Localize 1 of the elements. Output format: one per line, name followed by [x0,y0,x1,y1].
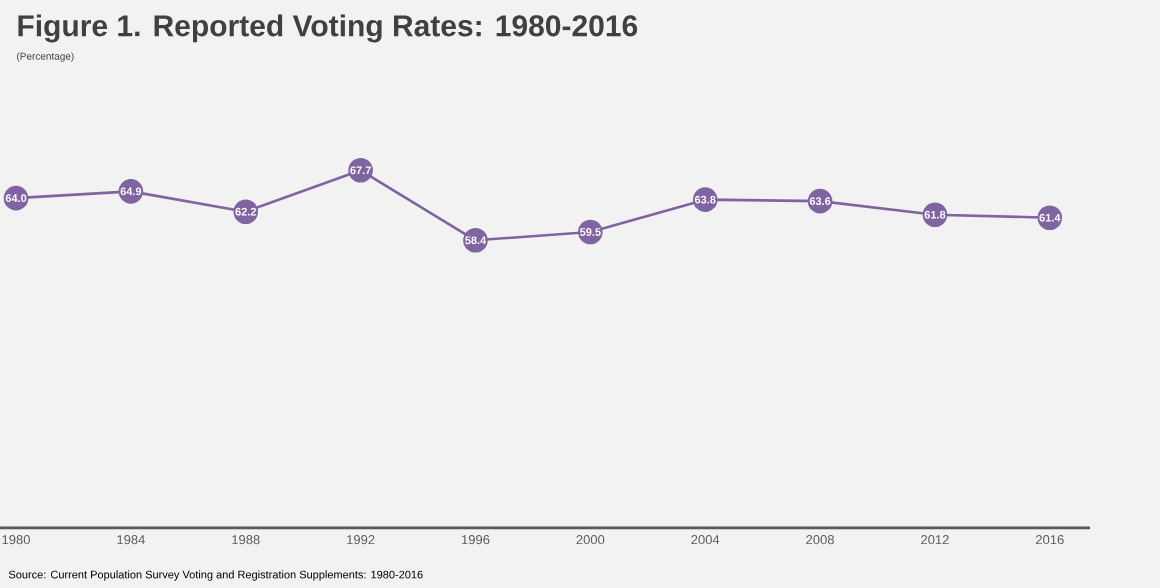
chart-title: Figure 1. Reported Voting Rates: 1980-2016 [18,14,638,43]
